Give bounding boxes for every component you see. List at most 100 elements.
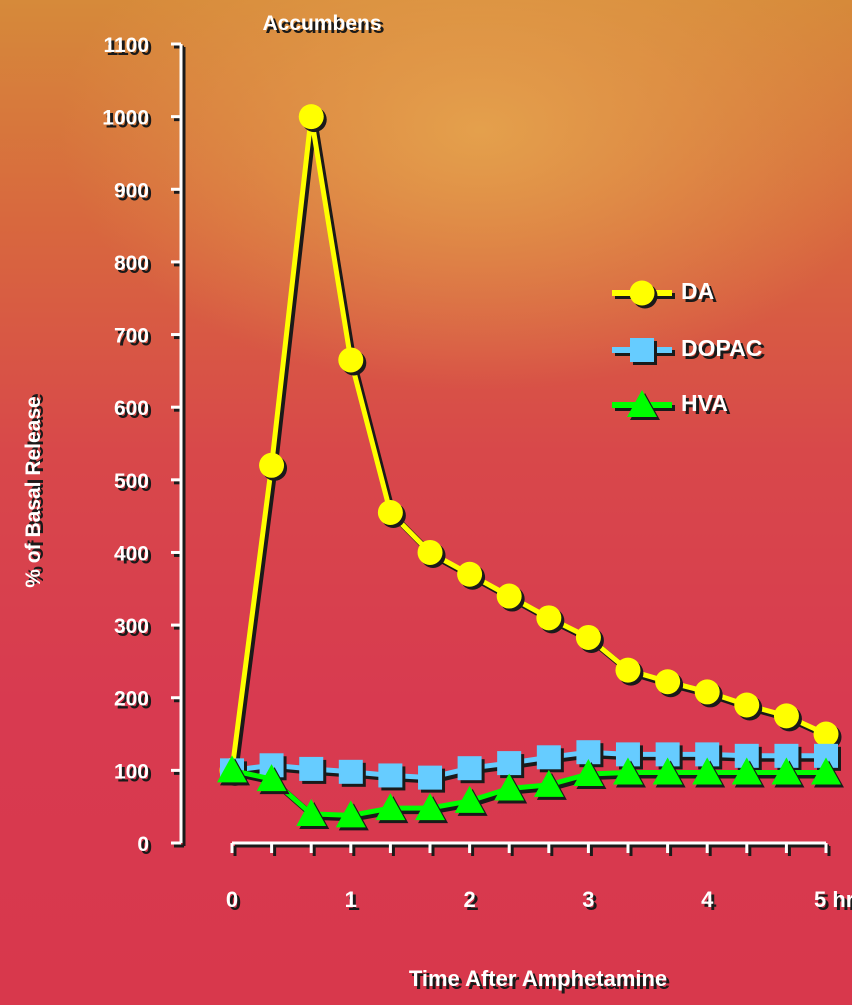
- legend-da-label: DA: [681, 278, 714, 304]
- series-hva-point: [335, 800, 366, 828]
- x-axis-label-shadow: Time After Amphetamine: [412, 969, 670, 994]
- chart-title: Accumbens: [262, 12, 381, 35]
- y-tick-label-shadow: 1000: [105, 110, 152, 133]
- series-da-point: [694, 679, 720, 705]
- series-dopac-point: [299, 756, 324, 781]
- series-da-line: [229, 114, 828, 771]
- series-dopac-point: [457, 756, 482, 781]
- series-group: [217, 104, 844, 831]
- y-tick-label: 600: [114, 397, 149, 420]
- series-hva-point: [533, 769, 564, 797]
- series-da-point: [259, 452, 285, 478]
- series-da-point: [536, 605, 562, 631]
- series-hva-point: [217, 755, 247, 783]
- series-hva-point: [256, 764, 287, 792]
- legend-da-symbol: [629, 280, 655, 306]
- series-hva-point: [731, 757, 762, 785]
- legend-da-label-shadow: DA: [684, 281, 717, 307]
- x-tick-label: 1: [345, 887, 357, 912]
- y-tick-label-shadow: 600: [117, 400, 152, 423]
- legend-dopac-label-shadow: DOPAC: [684, 338, 765, 364]
- y-tick-label-shadow: 700: [117, 328, 152, 351]
- y-tick-label: 900: [114, 179, 149, 202]
- y-tick-label-shadow: 100: [117, 763, 152, 786]
- x-tick-label: 3: [582, 887, 594, 912]
- series-da-point: [338, 347, 364, 373]
- series-dopac-point: [418, 765, 443, 790]
- legend-item-da: DA DA: [612, 278, 717, 309]
- x-tick-label: 4: [701, 887, 714, 912]
- legend-dopac-label: DOPAC: [681, 335, 762, 361]
- y-tick-label-shadow: 500: [117, 473, 152, 496]
- x-tick-label-shadow: 3: [585, 890, 597, 915]
- series-da-point: [734, 692, 760, 718]
- series-hva-point: [573, 758, 604, 786]
- series-dopac-line: [231, 749, 826, 781]
- y-tick-label: 500: [114, 470, 149, 493]
- y-tick-label: 800: [114, 252, 149, 275]
- series-dopac-line-shadow: [234, 752, 829, 784]
- chart-title-shadow: Accumbens: [265, 15, 384, 38]
- series-hva-point: [811, 757, 841, 785]
- tick-labels: 0010010020020030030040040050050060060070…: [102, 34, 852, 915]
- series-da-point: [655, 669, 681, 695]
- legend-hva-symbol: [627, 390, 657, 417]
- series-dopac-point: [536, 745, 561, 770]
- legend-da-marker: [629, 280, 658, 309]
- series-dopac-point: [497, 751, 522, 776]
- series-dopac-point: [338, 759, 363, 784]
- x-tick-label: 0: [226, 887, 238, 912]
- y-tick-label: 0: [137, 833, 149, 856]
- series-da-point: [575, 624, 601, 650]
- series-da-point: [457, 561, 483, 587]
- series-hva-point: [415, 793, 446, 821]
- x-tick-label-shadow: 5 hr: [817, 890, 852, 915]
- series-da-point: [496, 583, 522, 609]
- legend-item-dopac: DOPAC DOPAC: [612, 335, 765, 365]
- x-tick-label: 5 hr: [814, 887, 852, 912]
- y-tick-label-shadow: 200: [117, 691, 152, 714]
- legend-item-hva: HVA HVA: [612, 390, 731, 420]
- series-da-point: [773, 703, 799, 729]
- series-hva-point: [296, 798, 327, 826]
- series-hva-point: [692, 757, 723, 785]
- x-axis-label: Time After Amphetamine: [409, 966, 667, 991]
- legend-dopac-marker: [630, 338, 657, 365]
- series-hva-point: [454, 785, 485, 813]
- y-tick-label-shadow: 300: [117, 618, 152, 641]
- y-tick-label: 700: [114, 325, 149, 348]
- legend-dopac-symbol: [630, 338, 654, 362]
- series-da-line-shadow: [232, 116, 831, 774]
- y-tick-label-shadow: 1100: [106, 37, 152, 60]
- series-da-point: [615, 657, 641, 683]
- y-tick-label-shadow: 400: [117, 545, 152, 568]
- series-da-point: [298, 104, 324, 130]
- legend-hva-label-shadow: HVA: [684, 393, 731, 419]
- series-hva-point: [652, 757, 683, 785]
- series-dopac-point: [378, 763, 403, 788]
- y-tick-label: 100: [114, 760, 149, 783]
- legend-hva-label: HVA: [681, 390, 728, 416]
- y-tick-label: 1100: [103, 34, 149, 57]
- y-tick-label: 1000: [102, 107, 149, 130]
- series-da-point: [377, 500, 403, 526]
- series-hva-line-shadow: [234, 770, 829, 822]
- legend-hva-marker: [627, 390, 660, 420]
- y-tick-label-shadow: 800: [117, 255, 152, 278]
- series-hva-point: [494, 773, 525, 801]
- series-hva-point: [375, 793, 406, 821]
- series-hva-point: [771, 757, 802, 785]
- x-tick-label-shadow: 1: [348, 890, 360, 915]
- y-tick-label: 200: [114, 688, 149, 711]
- y-tick-label: 300: [114, 615, 149, 638]
- series-da-point: [417, 539, 443, 565]
- x-tick-label-shadow: 2: [466, 890, 478, 915]
- series-hva-line: [231, 767, 826, 818]
- axes: [171, 42, 831, 856]
- x-tick-label: 2: [463, 887, 475, 912]
- y-tick-label: 400: [114, 542, 149, 565]
- x-tick-label-shadow: 0: [229, 890, 241, 915]
- y-tick-label-shadow: 900: [117, 182, 152, 205]
- y-tick-label-shadow: 0: [140, 836, 152, 859]
